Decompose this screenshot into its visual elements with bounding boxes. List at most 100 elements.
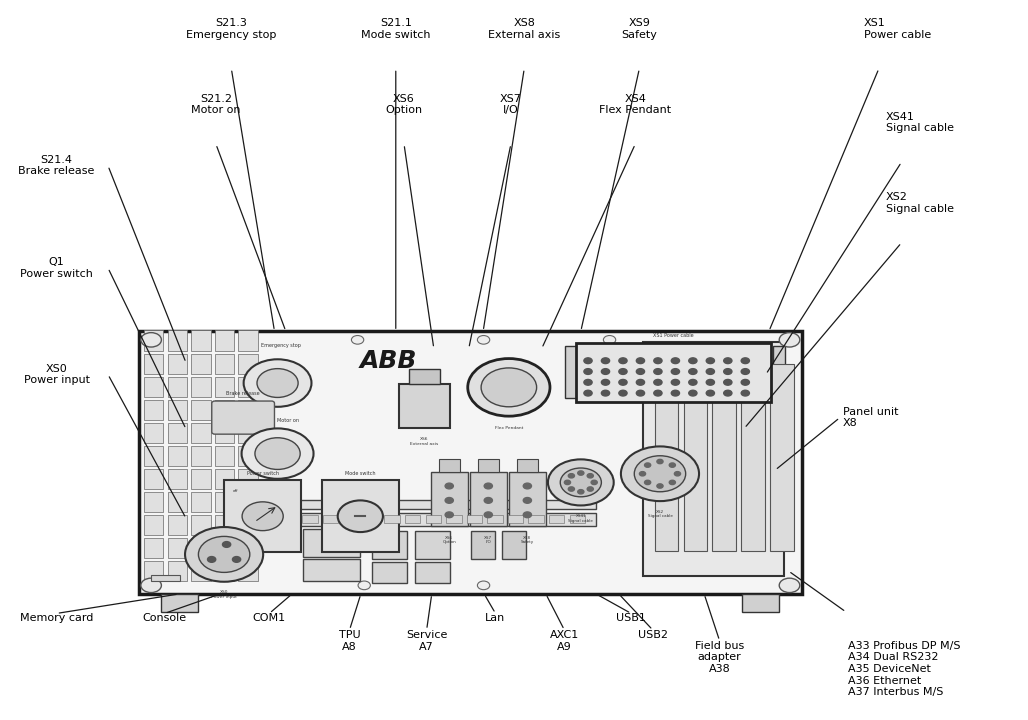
Bar <box>549 515 564 523</box>
Bar <box>151 575 180 581</box>
Bar <box>191 469 211 489</box>
Circle shape <box>445 512 453 518</box>
Text: USB1: USB1 <box>616 613 647 624</box>
Bar <box>215 377 234 397</box>
Circle shape <box>741 369 749 374</box>
Bar <box>168 354 187 374</box>
Circle shape <box>654 390 662 396</box>
Bar <box>372 562 407 583</box>
Circle shape <box>689 369 697 374</box>
Circle shape <box>621 446 699 501</box>
Bar <box>168 446 187 466</box>
Text: Power switch: Power switch <box>247 471 279 476</box>
Bar <box>409 369 440 384</box>
Circle shape <box>244 359 311 407</box>
Circle shape <box>584 379 592 385</box>
Circle shape <box>671 390 680 396</box>
Text: COM1: COM1 <box>253 613 286 624</box>
Circle shape <box>671 358 680 364</box>
Text: XS7
I/O: XS7 I/O <box>484 536 492 544</box>
Circle shape <box>141 578 161 593</box>
Text: Emergency stop: Emergency stop <box>261 343 300 348</box>
Circle shape <box>584 369 592 374</box>
Text: S21.3
Emergency stop: S21.3 Emergency stop <box>186 18 277 40</box>
Bar <box>215 400 234 420</box>
Circle shape <box>654 369 662 374</box>
Bar <box>528 515 544 523</box>
Circle shape <box>724 379 732 385</box>
Circle shape <box>619 379 627 385</box>
Bar <box>215 538 234 558</box>
Bar <box>215 446 234 466</box>
Bar <box>144 515 163 535</box>
Circle shape <box>560 468 601 497</box>
Circle shape <box>601 379 610 385</box>
Circle shape <box>689 358 697 364</box>
Circle shape <box>243 502 284 531</box>
Bar <box>684 364 707 551</box>
Text: ABB: ABB <box>360 349 417 374</box>
Text: XS1
Power cable: XS1 Power cable <box>864 18 930 40</box>
Circle shape <box>484 498 492 503</box>
Text: XS6
Option: XS6 Option <box>386 94 423 115</box>
Circle shape <box>724 369 732 374</box>
Circle shape <box>657 459 663 464</box>
Circle shape <box>706 390 714 396</box>
Bar <box>144 492 163 512</box>
Bar <box>364 515 379 523</box>
Bar <box>470 472 507 526</box>
Bar <box>742 594 779 612</box>
Text: off: off <box>232 489 237 493</box>
Bar <box>238 377 258 397</box>
Circle shape <box>639 472 646 476</box>
Circle shape <box>706 369 714 374</box>
Bar <box>215 492 234 512</box>
Circle shape <box>779 578 800 593</box>
Bar <box>303 529 360 557</box>
Text: XS41
Signal cable: XS41 Signal cable <box>568 514 593 523</box>
Circle shape <box>724 358 732 364</box>
Bar <box>471 531 495 559</box>
Text: Service
A7: Service A7 <box>406 630 447 652</box>
Circle shape <box>548 459 614 505</box>
Bar <box>431 472 468 526</box>
Circle shape <box>484 483 492 489</box>
Bar <box>168 469 187 489</box>
Circle shape <box>601 369 610 374</box>
Circle shape <box>568 487 575 491</box>
Bar <box>168 492 187 512</box>
Bar <box>741 364 765 551</box>
Bar <box>478 459 499 472</box>
Circle shape <box>468 359 550 416</box>
Circle shape <box>141 333 161 347</box>
Bar <box>191 330 211 351</box>
Bar <box>565 346 578 398</box>
Bar <box>144 423 163 443</box>
Text: S21.1
Mode switch: S21.1 Mode switch <box>361 18 431 40</box>
Circle shape <box>477 336 489 344</box>
Bar <box>215 469 234 489</box>
Text: XS1 Power cable: XS1 Power cable <box>653 333 694 338</box>
Text: S21.2
Motor on: S21.2 Motor on <box>191 94 241 115</box>
Bar <box>215 330 234 351</box>
Circle shape <box>584 358 592 364</box>
Text: XS0
Power input: XS0 Power input <box>24 364 89 385</box>
Circle shape <box>741 390 749 396</box>
Text: XS2
Signal cable: XS2 Signal cable <box>886 192 954 214</box>
Circle shape <box>689 390 697 396</box>
Bar <box>191 446 211 466</box>
Circle shape <box>587 474 593 478</box>
Circle shape <box>222 541 230 547</box>
Circle shape <box>779 333 800 347</box>
Circle shape <box>674 472 681 476</box>
Bar <box>323 515 338 523</box>
Text: Flex Pendant: Flex Pendant <box>494 426 523 430</box>
Bar <box>509 472 546 526</box>
Circle shape <box>636 379 645 385</box>
Bar <box>168 377 187 397</box>
Bar <box>238 354 258 374</box>
Bar <box>238 469 258 489</box>
Bar <box>238 538 258 558</box>
Text: Motor on: Motor on <box>277 418 299 423</box>
Bar <box>238 446 258 466</box>
